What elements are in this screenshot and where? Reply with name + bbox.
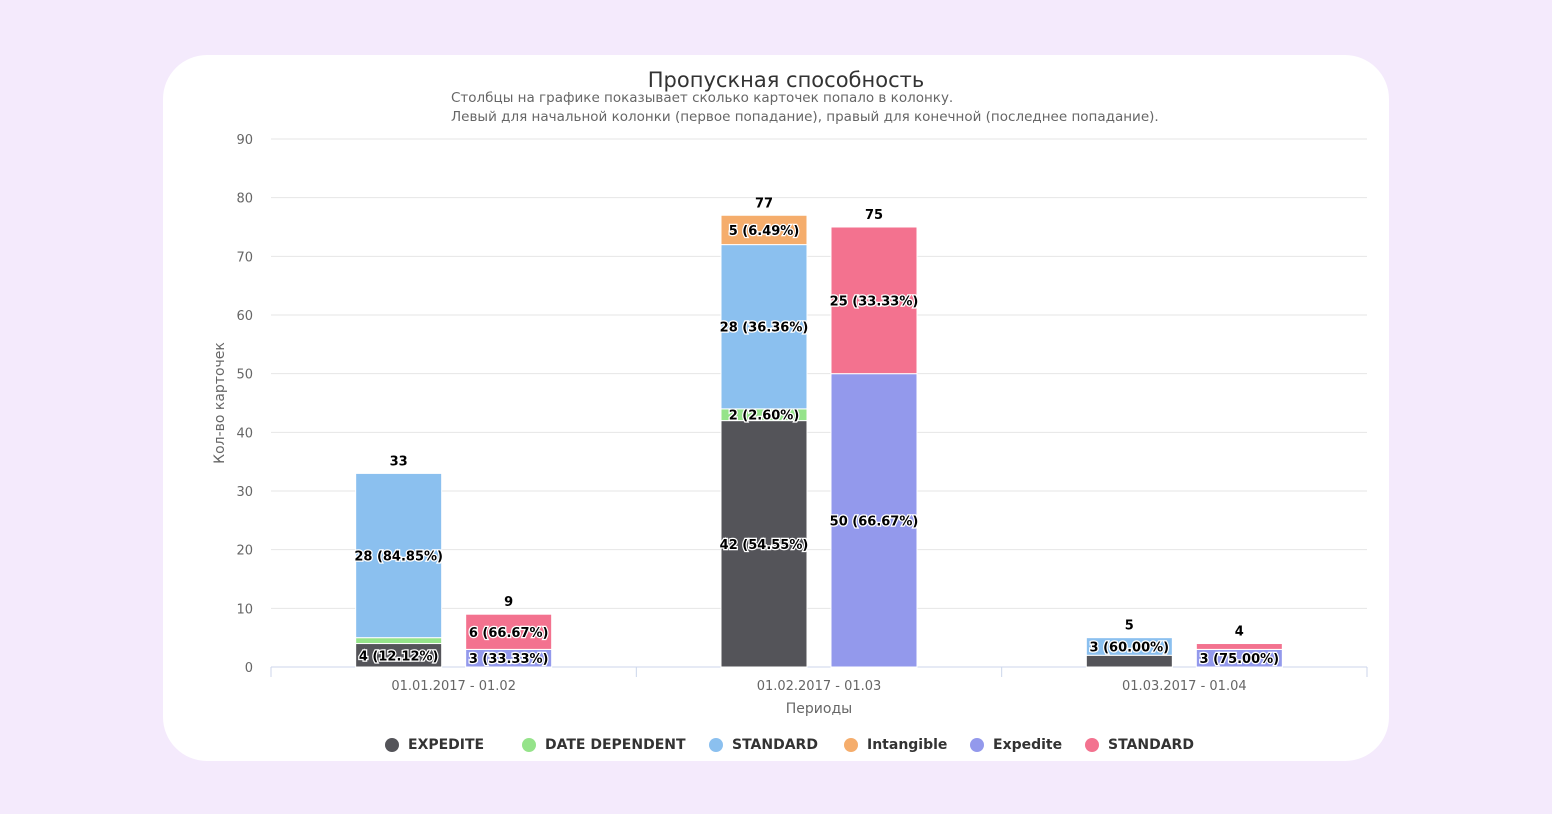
data-label: 3 (33.33%): [469, 652, 549, 667]
x-axis-title: Периоды: [786, 701, 852, 717]
data-label: 6 (66.67%): [469, 626, 549, 641]
y-tick-label: 90: [236, 133, 253, 148]
legend-item[interactable]: Intangible: [844, 737, 947, 753]
x-tick-label: 01.02.2017 - 01.03: [757, 679, 882, 694]
bar-segment: [720, 244, 808, 410]
y-tick-label: 30: [236, 485, 253, 500]
bar-segment: [355, 637, 443, 645]
legend-label: DATE DEPENDENT: [545, 737, 686, 753]
stack-total-label: 4: [1235, 625, 1244, 640]
chart-subtitle-line-2: Левый для начальной колонки (первое попа…: [451, 109, 1159, 125]
data-label: 28 (84.85%): [354, 550, 443, 565]
legend-swatch: [1085, 738, 1099, 752]
legend-label: STANDARD: [732, 737, 818, 753]
legend-item[interactable]: EXPEDITE: [385, 737, 484, 753]
legend-item[interactable]: STANDARD: [1085, 737, 1194, 753]
bar-segment: [355, 472, 443, 639]
chart-subtitle: Столбцы на графике показывает сколько ка…: [451, 89, 1159, 127]
y-tick-label: 40: [236, 426, 253, 441]
data-label: 25 (33.33%): [830, 294, 919, 309]
legend-swatch: [709, 738, 723, 752]
data-label: 3 (60.00%): [1090, 640, 1170, 655]
bar-segment: [1085, 654, 1173, 668]
chart-legend: EXPEDITE DATE DEPENDENT STANDARD Intangible…: [0, 737, 1552, 757]
bar-segment: [1195, 643, 1283, 650]
legend-label: EXPEDITE: [408, 737, 485, 753]
x-tick-label: 01.03.2017 - 01.04: [1122, 679, 1247, 694]
bar-segment: [830, 373, 918, 668]
legend-item[interactable]: Expedite: [970, 737, 1062, 753]
y-tick-label: 20: [236, 544, 253, 559]
bar-segment: [720, 214, 808, 246]
y-axis-title: Кол-во карточек: [212, 342, 228, 464]
data-label: 5 (6.49%): [729, 224, 800, 239]
legend-swatch: [844, 738, 858, 752]
legend-item[interactable]: STANDARD: [709, 737, 818, 753]
bar-segment: [720, 420, 808, 668]
y-tick-label: 0: [245, 661, 253, 676]
data-label: 3 (75.00%): [1200, 652, 1280, 667]
legend-label: Intangible: [867, 737, 948, 753]
legend-item[interactable]: DATE DEPENDENT: [522, 737, 686, 753]
y-tick-label: 50: [236, 368, 253, 383]
legend-swatch: [385, 738, 399, 752]
stack-total-label: 77: [755, 196, 773, 211]
bar-segment: [465, 613, 553, 650]
stack-total-label: 75: [865, 208, 883, 223]
data-label: 50 (66.67%): [830, 514, 919, 529]
y-tick-label: 60: [236, 309, 253, 324]
legend-swatch: [970, 738, 984, 752]
data-label: 4 (12.12%): [359, 649, 439, 664]
legend-label: Expedite: [993, 737, 1063, 753]
bar-segment: [830, 226, 918, 375]
x-tick-label: 01.01.2017 - 01.02: [391, 679, 516, 694]
chart-title: Пропускная способность: [647, 68, 925, 92]
data-label: 2 (2.60%): [729, 409, 800, 424]
stack-total-label: 9: [504, 595, 513, 610]
bar-segment: [1085, 637, 1173, 656]
data-label: 28 (36.36%): [720, 321, 809, 336]
y-tick-label: 70: [236, 250, 253, 265]
y-tick-label: 80: [236, 192, 253, 207]
stack-total-label: 5: [1125, 619, 1134, 634]
chart-subtitle-line-1: Столбцы на графике показывает сколько ка…: [451, 90, 954, 106]
legend-label: STANDARD: [1108, 737, 1194, 753]
stack-total-label: 33: [390, 454, 408, 469]
legend-swatch: [522, 738, 536, 752]
y-tick-label: 10: [236, 602, 253, 617]
data-label: 42 (54.55%): [720, 538, 809, 553]
